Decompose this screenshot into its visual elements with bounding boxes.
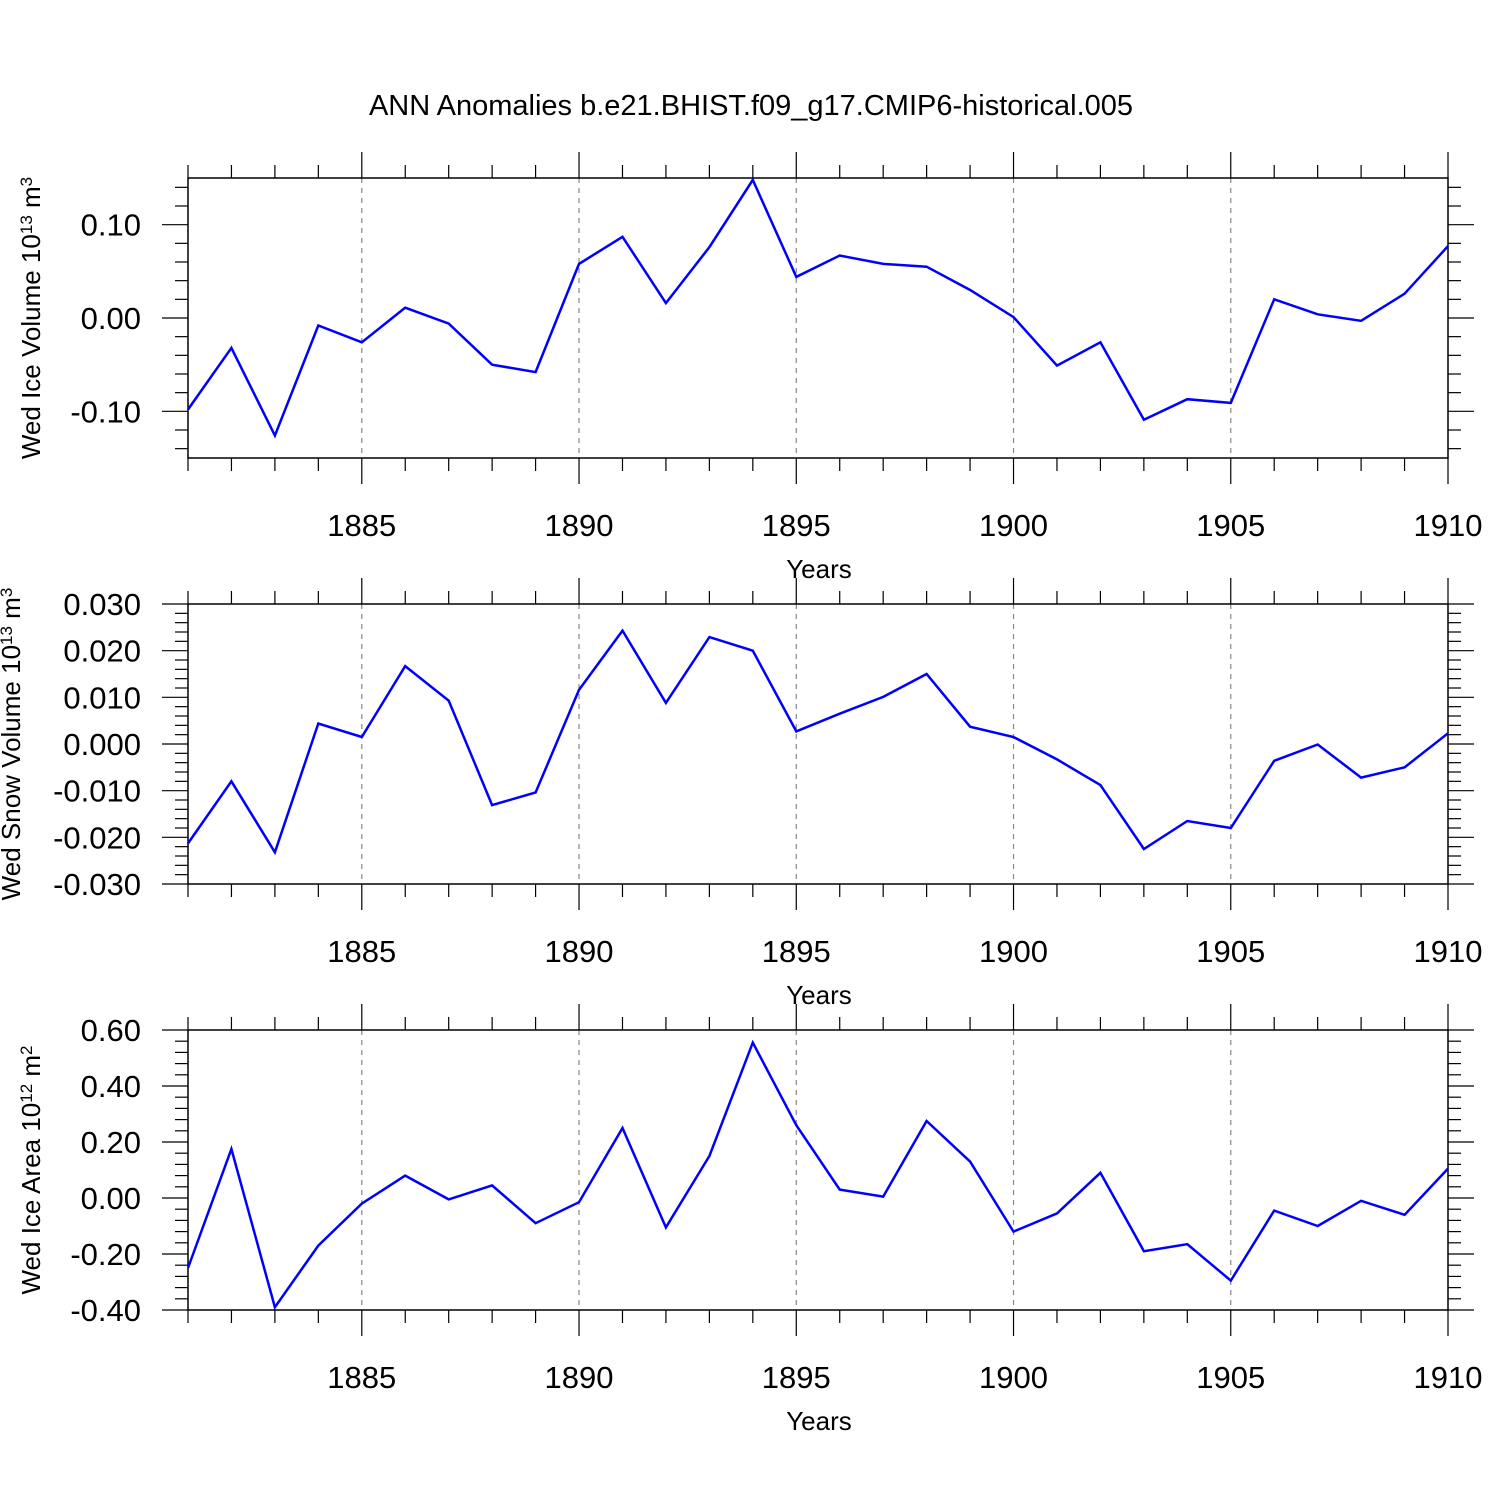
y-axis-label-part: m <box>16 186 46 215</box>
y-axis-label-superscript: 3 <box>0 588 16 597</box>
x-axis-label: Years <box>786 554 852 584</box>
y-axis-label: Wed Ice Volume 1013 m3 <box>16 177 46 459</box>
x-tick-label: 1900 <box>979 934 1048 969</box>
y-axis-label: Wed Ice Area 1012 m2 <box>16 1045 46 1294</box>
x-tick-label: 1895 <box>762 1360 831 1395</box>
y-axis-label-superscript: 3 <box>17 177 36 186</box>
y-axis-label-part: m <box>16 1055 46 1084</box>
x-tick-label: 1885 <box>327 1360 396 1395</box>
series-line <box>186 177 1449 439</box>
series-line <box>186 628 1449 856</box>
x-tick-label: 1905 <box>1196 1360 1265 1395</box>
y-tick-label: 0.20 <box>81 1125 141 1160</box>
x-tick-label: 1905 <box>1196 934 1265 969</box>
x-tick-label: 1905 <box>1196 508 1265 543</box>
y-axis-label: Wed Snow Volume 1013 m3 <box>0 588 26 901</box>
y-tick-label: -0.40 <box>70 1293 141 1328</box>
panel-1: 1885 1890 1895 1900 1905 1910 -0.10 0.00 0.10 Yea… <box>16 152 1482 584</box>
plot-frame <box>187 603 1449 885</box>
y-axis-label-part: Wed Ice Volume 10 <box>16 234 46 459</box>
y-tick-label: -0.010 <box>53 774 141 809</box>
plot-frame <box>187 1029 1449 1311</box>
x-axis-label: Years <box>786 1406 852 1436</box>
y-axis-label-superscript: 13 <box>0 626 16 645</box>
x-tick-label: 1890 <box>545 934 614 969</box>
panel-2: 1885 1890 1895 1900 1905 1910 -0.030 -0.020 -0.0… <box>0 578 1482 1010</box>
plot-frame <box>187 177 1449 459</box>
y-axis-label-superscript: 12 <box>17 1084 36 1103</box>
chart-title: ANN Anomalies b.e21.BHIST.f09_g17.CMIP6-… <box>369 90 1133 122</box>
y-tick-label: 0.030 <box>63 587 141 622</box>
y-tick-label: 0.00 <box>81 301 141 336</box>
x-tick-label: 1885 <box>327 508 396 543</box>
y-axis-label-superscript: 2 <box>17 1045 36 1054</box>
y-tick-label: 0.40 <box>81 1069 141 1104</box>
y-tick-label: 0.020 <box>63 634 141 669</box>
x-tick-label: 1885 <box>327 934 396 969</box>
y-axis-label-part: m <box>0 597 26 626</box>
y-tick-label: -0.10 <box>70 394 141 429</box>
x-tick-label: 1910 <box>1414 508 1483 543</box>
x-tick-label: 1900 <box>979 1360 1048 1395</box>
x-axis-label: Years <box>786 980 852 1010</box>
x-tick-label: 1910 <box>1414 1360 1483 1395</box>
y-tick-label: 0.00 <box>81 1181 141 1216</box>
y-axis-label-part: Wed Ice Area 10 <box>16 1103 46 1295</box>
y-tick-label: -0.020 <box>53 820 141 855</box>
y-axis-label-superscript: 13 <box>17 215 36 234</box>
y-tick-label: 0.010 <box>63 680 141 715</box>
y-axis-label-part: Wed Snow Volume 10 <box>0 645 26 900</box>
y-tick-label: 0.60 <box>81 1013 141 1048</box>
x-tick-label: 1910 <box>1414 934 1483 969</box>
y-tick-label: -0.030 <box>53 867 141 902</box>
x-tick-label: 1890 <box>545 508 614 543</box>
x-tick-label: 1900 <box>979 508 1048 543</box>
x-tick-label: 1895 <box>762 934 831 969</box>
y-tick-label: -0.20 <box>70 1237 141 1272</box>
y-tick-label: 0.10 <box>81 208 141 243</box>
y-tick-label: 0.000 <box>63 727 141 762</box>
x-tick-label: 1890 <box>545 1360 614 1395</box>
x-tick-label: 1895 <box>762 508 831 543</box>
panel-3: 1885 1890 1895 1900 1905 1910 -0.40 -0.20 0.00 0.… <box>16 1004 1482 1436</box>
series-line <box>186 1039 1449 1311</box>
